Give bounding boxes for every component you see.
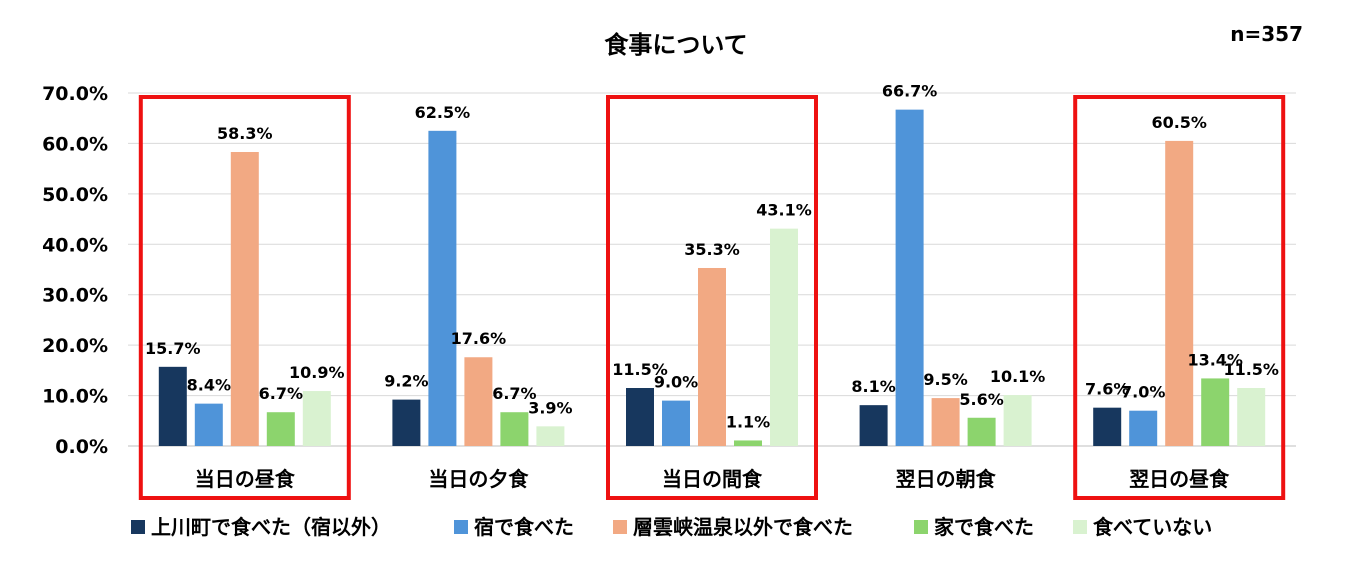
data-label: 11.5% xyxy=(1223,360,1279,379)
category-label: 翌日の朝食 xyxy=(896,467,997,491)
bar xyxy=(734,440,762,446)
y-tick-label: 0.0% xyxy=(55,436,108,458)
legend-swatch xyxy=(914,520,928,534)
bar xyxy=(626,388,654,446)
data-label: 15.7% xyxy=(145,339,201,358)
data-label: 43.1% xyxy=(756,201,812,220)
data-label: 60.5% xyxy=(1151,113,1207,132)
data-label: 66.7% xyxy=(882,82,938,101)
legend-label: 食べていない xyxy=(1093,515,1212,539)
data-label: 17.6% xyxy=(451,329,507,348)
y-tick-label: 50.0% xyxy=(42,184,108,206)
y-tick-label: 60.0% xyxy=(42,133,108,155)
y-tick-label: 10.0% xyxy=(42,386,108,408)
category-labels: 当日の昼食 当日の夕食 当日の間食 翌日の朝食 翌日の昼食 xyxy=(195,467,1230,491)
y-tick-label: 70.0% xyxy=(42,83,108,105)
data-label: 9.0% xyxy=(654,373,698,392)
y-tick-label: 40.0% xyxy=(42,234,108,256)
bar xyxy=(662,400,690,446)
bar xyxy=(1201,378,1230,446)
bar xyxy=(770,228,798,446)
data-label: 1.1% xyxy=(726,412,770,431)
bar xyxy=(500,412,529,446)
bar xyxy=(1003,395,1032,446)
data-label: 13.4% xyxy=(1187,350,1243,369)
bar xyxy=(158,366,187,446)
bar xyxy=(895,109,924,447)
highlight-box xyxy=(606,95,818,500)
chart-title: 食事について xyxy=(604,31,747,59)
data-label: 3.9% xyxy=(528,398,572,417)
bar xyxy=(266,412,295,446)
data-label: 8.4% xyxy=(187,376,231,395)
bar xyxy=(859,405,888,446)
bar xyxy=(194,403,223,446)
legend-label: 家で食べた xyxy=(934,515,1034,539)
category-label: 当日の間食 xyxy=(662,467,763,491)
bar xyxy=(230,152,259,446)
data-label: 58.3% xyxy=(217,124,273,143)
data-label: 8.1% xyxy=(851,377,895,396)
legend-swatch xyxy=(1073,520,1087,534)
legend: 上川町で食べた（宿以外） 宿で食べた 層雲峡温泉以外で食べた 家で食べた 食べていない xyxy=(131,515,1212,539)
y-axis: 0.0% 10.0% 20.0% 30.0% 40.0% 50.0% 60.0% 70.0% xyxy=(42,83,108,458)
bar xyxy=(967,417,996,446)
bar xyxy=(1165,140,1194,446)
data-label: 5.6% xyxy=(959,390,1003,409)
data-label: 62.5% xyxy=(415,103,471,122)
bar xyxy=(536,426,565,446)
category-label: 当日の夕食 xyxy=(428,467,529,491)
data-label: 7.0% xyxy=(1121,383,1165,402)
bar xyxy=(302,391,331,446)
bar xyxy=(1237,388,1266,446)
highlight-boxes xyxy=(138,95,1286,500)
bar xyxy=(428,130,457,447)
legend-label: 宿で食べた xyxy=(474,515,574,539)
data-labels: 15.7% 8.4% 58.3% 6.7% 10.9% 9.2% 62.5% 17.6% 6.7… xyxy=(145,82,1279,432)
legend-swatch xyxy=(131,520,145,534)
data-label: 10.1% xyxy=(990,367,1046,386)
data-label: 10.9% xyxy=(289,363,345,382)
bar xyxy=(1129,410,1158,446)
legend-swatch xyxy=(454,520,468,534)
bar xyxy=(1093,407,1122,446)
data-label: 9.5% xyxy=(923,370,967,389)
y-tick-label: 20.0% xyxy=(42,335,108,357)
highlight-box xyxy=(1073,95,1286,500)
data-label: 6.7% xyxy=(492,384,536,403)
sample-size-note: n=357 xyxy=(1230,22,1303,46)
y-tick-label: 30.0% xyxy=(42,285,108,307)
legend-swatch xyxy=(613,520,627,534)
legend-label: 上川町で食べた（宿以外） xyxy=(151,515,391,539)
bar xyxy=(464,357,493,446)
bars xyxy=(158,109,1266,447)
category-label: 当日の昼食 xyxy=(195,467,296,491)
data-label: 6.7% xyxy=(259,384,303,403)
bar xyxy=(698,267,726,446)
category-label: 翌日の昼食 xyxy=(1129,467,1230,491)
legend-label: 層雲峡温泉以外で食べた xyxy=(633,515,853,539)
highlight-box xyxy=(138,95,351,500)
bar xyxy=(392,399,421,446)
data-label: 35.3% xyxy=(684,240,740,259)
data-label: 9.2% xyxy=(384,372,428,391)
data-label: 7.6% xyxy=(1085,380,1129,399)
data-label: 11.5% xyxy=(612,360,668,379)
bar xyxy=(931,398,960,446)
